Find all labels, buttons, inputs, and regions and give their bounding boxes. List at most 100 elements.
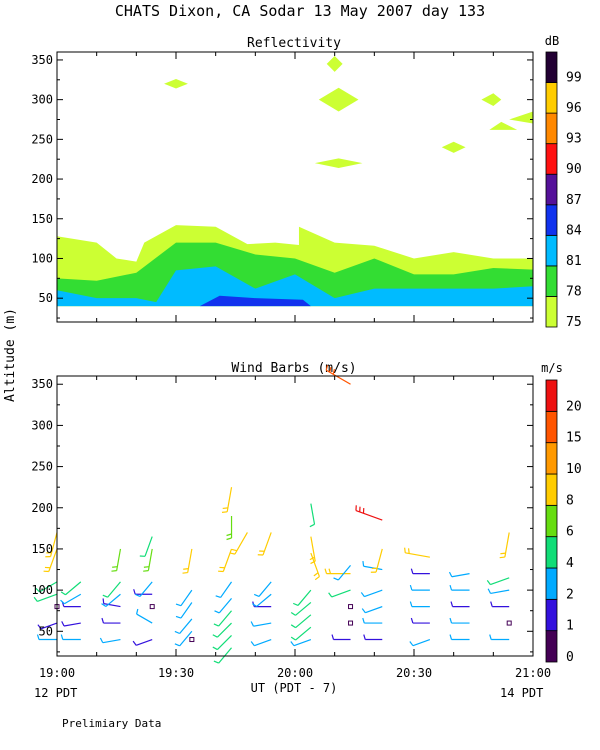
wind-barb: [324, 568, 351, 575]
wind-barb: [36, 634, 57, 641]
y-tick-label: 150: [31, 542, 53, 556]
colorbar-swatch: [545, 567, 558, 600]
wind-barb: [43, 548, 58, 573]
reflectivity-patch-84: [199, 295, 311, 307]
wind-barb: [410, 617, 430, 624]
wind-barb: [35, 581, 58, 593]
colorbar-swatch: [545, 379, 558, 412]
wind-barb: [251, 593, 272, 607]
colorbar-swatch: [545, 51, 558, 83]
colorbar-label: 4: [566, 556, 574, 571]
y-tick-label: 250: [31, 132, 53, 146]
wind-barb: [133, 589, 153, 595]
wind-barb: [213, 610, 232, 627]
wind-barb: [213, 647, 232, 664]
wind-barb: [102, 581, 121, 598]
wind-barb: [449, 584, 470, 591]
wind-barb: [253, 581, 272, 597]
colorbar-label: 2: [566, 587, 574, 602]
x-tick-label: 19:00: [39, 666, 75, 680]
wind-barb: [290, 626, 312, 641]
wind-barbs-title: Wind Barbs (m/s): [231, 361, 356, 376]
colorbar-label: 10: [566, 462, 582, 477]
wind-barb: [333, 565, 351, 581]
wind-barb: [174, 618, 193, 635]
colorbar-label: 8: [566, 493, 574, 508]
wind-barb: [310, 552, 320, 581]
wind-barb: [328, 589, 351, 598]
wind-barb: [450, 601, 470, 608]
wind-barb: [489, 634, 510, 641]
colorbar-swatch: [545, 143, 558, 175]
y-tick-label: 200: [31, 172, 53, 186]
x-tick-label: 19:30: [158, 666, 194, 680]
figure-title: CHATS Dixon, CA Sodar 13 May 2007 day 13…: [115, 2, 485, 20]
wind-barb: [229, 532, 248, 555]
y-tick-label: 100: [31, 583, 53, 597]
reflectivity-patch-75: [489, 121, 518, 130]
calm-marker: [348, 604, 354, 610]
calm-marker: [189, 637, 195, 643]
wind-barb: [309, 536, 316, 565]
wind-barb: [331, 634, 351, 641]
wind-barb: [361, 606, 383, 614]
wind-barb: [410, 568, 430, 575]
x-tick-label: 20:00: [277, 666, 313, 680]
y-tick-label: 150: [31, 212, 53, 226]
wind-barb: [212, 634, 232, 651]
colorbar-label: 84: [566, 223, 582, 238]
wind-barb: [362, 617, 383, 624]
wind-barb: [60, 581, 82, 596]
reflectivity-title: Reflectivity: [247, 36, 341, 51]
colorbar-swatch: [545, 234, 558, 267]
colorbar-label: 78: [566, 284, 582, 299]
y-tick-label: 50: [39, 291, 53, 305]
wind-barb: [449, 617, 470, 624]
wind-barb: [487, 588, 510, 595]
y-tick-label: 300: [31, 93, 53, 107]
colorbar-label: 1: [566, 619, 574, 634]
colorbar-swatch: [545, 536, 558, 569]
wind-barb: [101, 593, 121, 607]
wind-barb: [290, 638, 312, 647]
wind-barb: [449, 634, 470, 641]
wind-barb: [37, 622, 58, 630]
reflectivity-patch-75: [164, 79, 188, 89]
wind-barb: [250, 638, 272, 647]
calm-marker: [348, 620, 354, 626]
wind-barb: [33, 593, 58, 602]
colorbar-label: 75: [566, 315, 582, 330]
colorbar-swatch: [545, 598, 558, 632]
x-axis-label: UT (PDT - 7): [251, 681, 338, 695]
y-tick-label: 100: [31, 251, 53, 265]
colorbar-label: 20: [566, 399, 582, 414]
y-axis-label: Altitude (m): [3, 308, 18, 402]
wind-barb: [221, 487, 233, 514]
colorbar-swatch: [545, 410, 558, 444]
reflectivity-fill: [57, 55, 533, 307]
colorbar-label: 15: [566, 431, 582, 446]
reflectivity-patch-75: [314, 158, 363, 168]
wind-barb: [290, 602, 312, 616]
colorbar-label: 0: [566, 650, 574, 665]
wind-barb: [363, 634, 383, 641]
y-tick-label: 250: [31, 460, 53, 474]
wind-barb: [60, 593, 82, 605]
wind-barbs-panel: Wind Barbs (m/s) 5010015020025030035019:…: [31, 361, 581, 680]
wind-barb: [409, 601, 430, 608]
wind-barb: [250, 621, 272, 627]
wind-barb: [226, 516, 233, 541]
wind-barb: [409, 584, 430, 591]
reflectivity-colorbar: 75 78 81 84 87 90 93 96 99: [545, 51, 582, 330]
wind-barb: [134, 581, 153, 597]
y-tick-label: 200: [31, 501, 53, 515]
reflectivity-patch-75: [326, 55, 343, 72]
wind-barb: [499, 532, 510, 559]
colorbar-label: 93: [566, 132, 582, 147]
wind-barb: [409, 638, 431, 647]
wind-barb: [111, 548, 122, 572]
wind-barb: [486, 577, 510, 586]
wind-barb: [60, 634, 81, 641]
colorbar-swatch: [545, 630, 558, 663]
y-tick-label: 350: [31, 53, 53, 67]
